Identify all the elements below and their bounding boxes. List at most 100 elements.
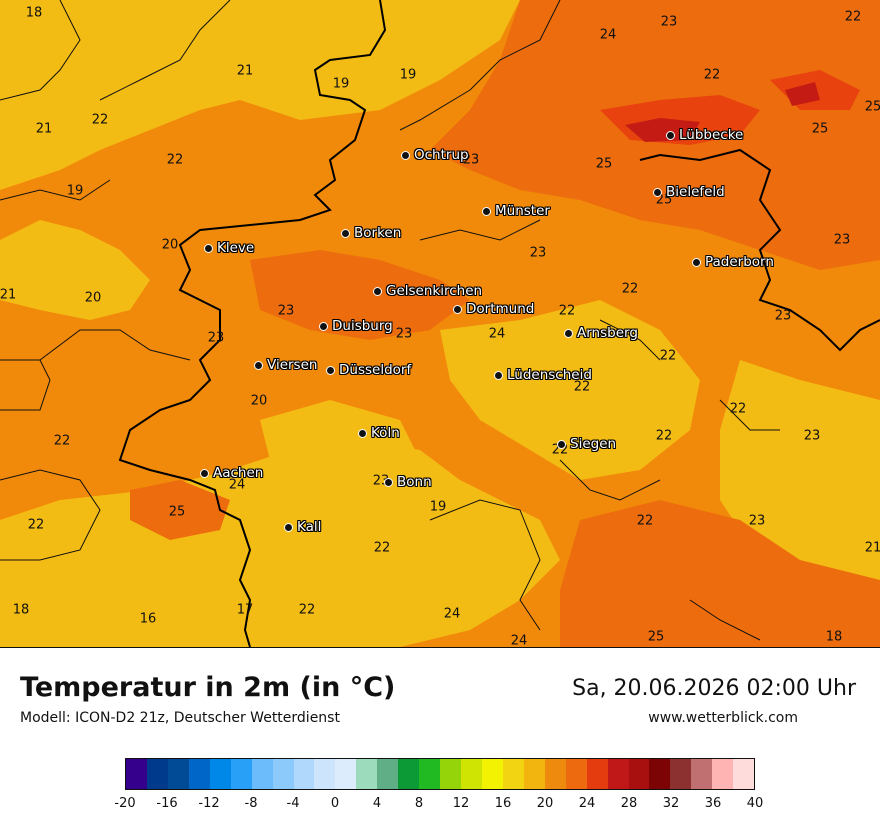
- city-marker[interactable]: Gelsenkirchen: [373, 283, 482, 299]
- zone-20-center: [440, 300, 700, 480]
- city-dot-icon: [319, 322, 328, 331]
- city-marker[interactable]: Paderborn: [692, 254, 774, 270]
- value-label: 23: [529, 245, 547, 261]
- value-label: 25: [655, 192, 673, 208]
- value-label: 18: [12, 602, 30, 618]
- city-dot-icon: [373, 287, 382, 296]
- city-name: Borken: [354, 224, 402, 241]
- city-name: Paderborn: [705, 253, 774, 270]
- value-label: 23: [660, 14, 678, 30]
- value-label: 22: [373, 540, 391, 556]
- color-scale-tick-label: 0: [330, 796, 340, 811]
- value-label: 22: [91, 112, 109, 128]
- district-borders: [0, 0, 780, 641]
- color-scale-tick-label: 20: [536, 796, 554, 811]
- city-marker[interactable]: Duisburg: [319, 318, 393, 334]
- site-link[interactable]: www.wetterblick.com: [648, 710, 798, 726]
- city-dot-icon: [666, 131, 675, 140]
- value-label: 23: [748, 513, 766, 529]
- city-marker[interactable]: Kall: [284, 519, 321, 535]
- value-label: 22: [729, 401, 747, 417]
- color-scale-tick-label: 8: [414, 796, 424, 811]
- color-scale-swatch: [209, 759, 231, 789]
- city-marker[interactable]: Dortmund: [453, 301, 534, 317]
- value-label: 21: [35, 121, 53, 137]
- city-dot-icon: [326, 366, 335, 375]
- color-scale-swatch: [146, 759, 168, 789]
- city-marker[interactable]: Münster: [482, 203, 550, 219]
- color-scale-tick-label: 40: [746, 796, 764, 811]
- color-scale-swatch: [377, 759, 399, 789]
- city-marker[interactable]: Aachen: [200, 465, 263, 481]
- color-scale-swatch: [733, 759, 755, 789]
- city-dot-icon: [653, 188, 662, 197]
- color-scale-tick-label: 16: [494, 796, 512, 811]
- value-label: 19: [332, 76, 350, 92]
- value-label: 25: [647, 629, 665, 645]
- color-scale-tick-label: -8: [244, 796, 258, 811]
- color-scale-tick-label: 36: [704, 796, 722, 811]
- city-marker[interactable]: Bonn: [384, 474, 432, 490]
- value-label: 22: [659, 348, 677, 364]
- zone-24-aachen: [130, 480, 230, 540]
- color-scale-swatch: [188, 759, 210, 789]
- value-label: 23: [833, 232, 851, 248]
- color-scale-swatch: [691, 759, 713, 789]
- city-dot-icon: [557, 440, 566, 449]
- temperature-map: 18 21 19 19 22 21 22 22 19 20 21 20 23 2…: [0, 0, 880, 648]
- city-marker[interactable]: Arnsberg: [564, 325, 638, 341]
- city-marker[interactable]: Lübbecke: [666, 127, 743, 143]
- value-label: 20: [84, 290, 102, 306]
- city-name: Kleve: [217, 239, 255, 256]
- value-label: 22: [27, 517, 45, 533]
- value-label: 22: [53, 433, 71, 449]
- value-label: 23: [395, 326, 413, 342]
- zone-24-mid: [250, 250, 470, 340]
- city-dot-icon: [384, 478, 393, 487]
- value-label: 25: [811, 121, 829, 137]
- color-scale-swatch: [356, 759, 378, 789]
- color-scale-tick-label: 28: [620, 796, 638, 811]
- value-label: 23: [277, 303, 295, 319]
- color-scale-tick-label: -12: [198, 796, 220, 811]
- zone-20-west: [0, 220, 150, 320]
- city-name: Duisburg: [332, 317, 393, 334]
- value-label: 16: [139, 611, 157, 627]
- map-title: Temperatur in 2m (in °C): [20, 672, 396, 703]
- city-marker[interactable]: Lüdenscheid: [494, 367, 592, 383]
- city-dot-icon: [341, 229, 350, 238]
- color-scale-swatch: [335, 759, 357, 789]
- color-scale-swatch: [251, 759, 273, 789]
- color-scale-swatch: [670, 759, 692, 789]
- zone-28-northeast: [785, 82, 820, 106]
- zone-20-north: [0, 0, 520, 190]
- city-marker[interactable]: Viersen: [254, 357, 317, 373]
- value-label: 22: [844, 9, 862, 25]
- city-dot-icon: [254, 361, 263, 370]
- city-name: Münster: [495, 202, 550, 219]
- city-marker[interactable]: Ochtrup: [401, 147, 469, 163]
- city-name: Lüdenscheid: [507, 366, 592, 383]
- city-marker[interactable]: Siegen: [557, 436, 616, 452]
- color-scale-tick-label: 24: [578, 796, 596, 811]
- city-marker[interactable]: Borken: [341, 225, 401, 241]
- city-marker[interactable]: Köln: [358, 425, 400, 441]
- color-scale: [125, 758, 755, 790]
- city-dot-icon: [453, 305, 462, 314]
- city-marker[interactable]: Kleve: [204, 240, 254, 256]
- city-name: Siegen: [570, 435, 617, 452]
- value-label: 19: [399, 67, 417, 83]
- color-scale-tick-label: 32: [662, 796, 680, 811]
- city-marker[interactable]: Düsseldorf: [326, 362, 411, 378]
- color-scale-swatch: [628, 759, 650, 789]
- city-dot-icon: [358, 429, 367, 438]
- value-label: 24: [443, 606, 461, 622]
- city-name: Bielefeld: [666, 183, 725, 200]
- value-label: 22: [703, 67, 721, 83]
- color-scale-swatch: [461, 759, 482, 789]
- value-label: 18: [25, 5, 43, 21]
- city-dot-icon: [204, 244, 213, 253]
- city-marker[interactable]: Bielefeld: [653, 184, 725, 200]
- color-scale-tick-label: -4: [286, 796, 300, 811]
- temperature-field: [0, 0, 880, 647]
